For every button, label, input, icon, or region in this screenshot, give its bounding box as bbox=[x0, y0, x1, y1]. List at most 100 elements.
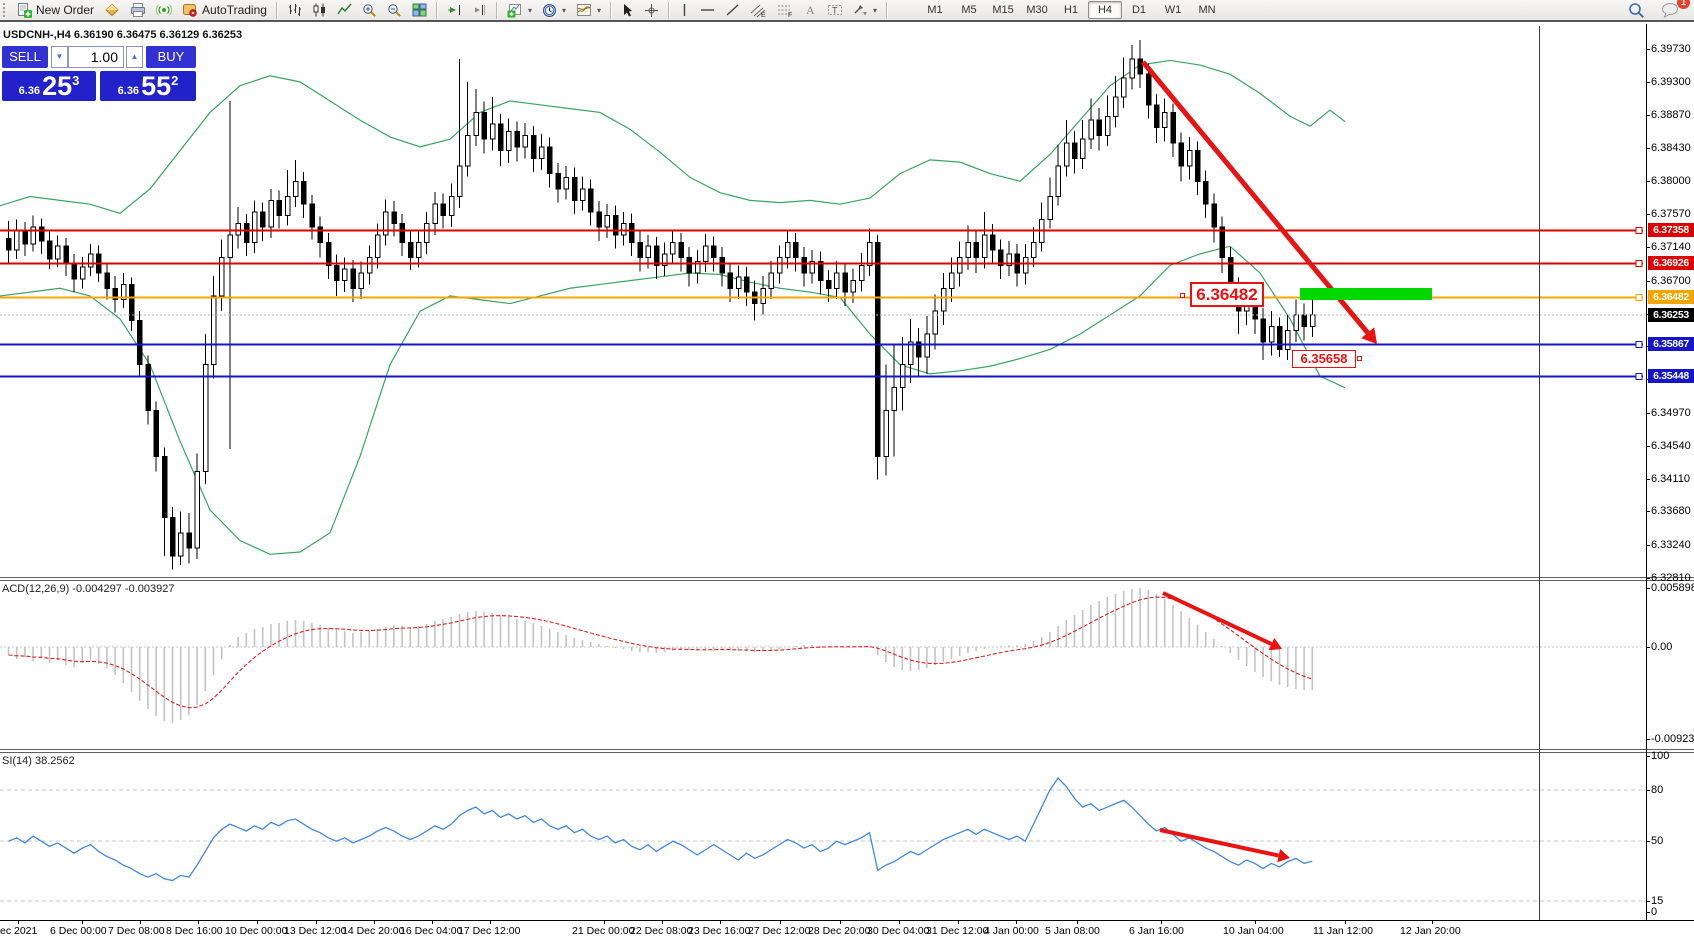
candle-body bbox=[703, 245, 709, 263]
candle-body bbox=[776, 257, 783, 274]
lot-size-input[interactable] bbox=[68, 46, 124, 68]
horizontal-line-tool-button[interactable] bbox=[695, 0, 720, 21]
print-button[interactable] bbox=[125, 0, 151, 21]
rsi-tick-label: 15 bbox=[1651, 895, 1664, 907]
macd-panel-separator[interactable] bbox=[0, 577, 1694, 578]
candle-body bbox=[1211, 203, 1217, 228]
price-tick-label: 6.36700 bbox=[1651, 274, 1691, 287]
svg-text:F: F bbox=[788, 12, 792, 18]
timeframe-mn[interactable]: MN bbox=[1198, 4, 1216, 16]
timeframe-m1[interactable]: M1 bbox=[927, 4, 943, 16]
sell-button[interactable]: SELL bbox=[2, 46, 48, 68]
rsi-tick-label: 0 bbox=[1651, 906, 1658, 918]
line-chart-button[interactable] bbox=[332, 0, 357, 21]
signal-button[interactable] bbox=[151, 0, 177, 21]
timeframe-m30[interactable]: M30 bbox=[1026, 4, 1048, 16]
autotrading-button[interactable]: AutoTrading bbox=[177, 0, 272, 21]
candle-body bbox=[71, 263, 78, 280]
search-button[interactable] bbox=[1623, 0, 1650, 21]
svg-text:T: T bbox=[832, 6, 838, 16]
main-price-chart[interactable] bbox=[0, 24, 1646, 577]
notifications-button[interactable]: 1 bbox=[1656, 0, 1690, 21]
templates-button[interactable]: ▾ bbox=[571, 0, 606, 21]
fibonacci-tool-button[interactable]: F bbox=[772, 0, 799, 21]
arrows-tool-button[interactable]: ▾ bbox=[848, 0, 882, 21]
trendline-tool-button[interactable] bbox=[720, 0, 745, 21]
lot-increase-button[interactable]: ▲ bbox=[126, 46, 143, 68]
trend-arrow[interactable] bbox=[1141, 60, 1370, 335]
price-tick-mark bbox=[1646, 214, 1650, 216]
trend-arrow[interactable] bbox=[1159, 828, 1280, 858]
timeframe-m5[interactable]: M5 bbox=[961, 4, 977, 16]
lot-decrease-button[interactable]: ▼ bbox=[51, 46, 68, 68]
candle-body bbox=[14, 230, 20, 251]
tile-windows-button[interactable] bbox=[407, 0, 432, 21]
time-tick-mark bbox=[316, 920, 317, 924]
price-annotation-6.35658[interactable]: 6.35658 bbox=[1292, 350, 1356, 368]
macd-tick-label: 0.005898 bbox=[1651, 582, 1694, 595]
text-tool-button[interactable]: A bbox=[799, 0, 822, 21]
gold-ingot-button[interactable] bbox=[99, 0, 125, 21]
candle-body bbox=[481, 111, 488, 140]
candle-body bbox=[243, 222, 250, 243]
macd-indicator-panel[interactable] bbox=[0, 582, 1646, 749]
candle-body bbox=[883, 410, 889, 457]
bar-chart-button[interactable] bbox=[282, 0, 307, 21]
candle-body bbox=[1268, 325, 1275, 343]
zoom-in-button[interactable] bbox=[357, 0, 382, 21]
auto-scroll-button[interactable] bbox=[442, 0, 467, 21]
rsi-panel-separator[interactable] bbox=[0, 749, 1694, 750]
price-tick-mark bbox=[1646, 545, 1650, 547]
buy-price-main: 55 bbox=[141, 71, 172, 101]
candlestick-chart-button[interactable] bbox=[307, 0, 332, 21]
trend-arrow[interactable] bbox=[1162, 591, 1273, 646]
vertical-line-object[interactable] bbox=[1539, 26, 1540, 920]
buy-button[interactable]: BUY bbox=[146, 46, 196, 68]
price-annotation-6.36482[interactable]: 6.36482 bbox=[1190, 282, 1264, 307]
candle-body bbox=[1055, 165, 1062, 198]
timeframe-d1[interactable]: D1 bbox=[1131, 4, 1147, 16]
clock-icon bbox=[542, 3, 557, 18]
candle-body bbox=[309, 203, 315, 228]
candle-body bbox=[1219, 226, 1226, 259]
time-tick-mark bbox=[840, 920, 841, 924]
zoom-out-button[interactable] bbox=[382, 0, 407, 21]
timeframe-h4[interactable]: H4 bbox=[1088, 1, 1123, 19]
timeframe-m15[interactable]: M15 bbox=[992, 4, 1014, 16]
candle-body bbox=[744, 276, 750, 293]
candle-body bbox=[801, 257, 807, 274]
vertical-line-tool-button[interactable] bbox=[674, 0, 695, 21]
candle-body bbox=[235, 222, 242, 236]
candle-body bbox=[670, 241, 676, 255]
line-anchor-square bbox=[1635, 226, 1643, 234]
candle-body bbox=[916, 341, 922, 358]
rsi-indicator-panel[interactable] bbox=[0, 754, 1646, 920]
candle-body bbox=[432, 203, 438, 224]
text-label-tool-button[interactable]: T bbox=[822, 0, 848, 21]
candle-body bbox=[1113, 96, 1119, 117]
candle-body bbox=[498, 123, 504, 152]
cursor-tool-button[interactable] bbox=[616, 0, 639, 21]
timeframe-h1[interactable]: H1 bbox=[1063, 4, 1079, 16]
toolbar-drag-handle[interactable] bbox=[3, 3, 9, 17]
periods-button[interactable]: ▾ bbox=[537, 0, 571, 21]
candle-body bbox=[760, 287, 766, 305]
chart-shift-button[interactable] bbox=[467, 0, 492, 21]
crosshair-tool-button[interactable] bbox=[639, 0, 664, 21]
candle-body bbox=[186, 532, 192, 549]
buy-price-display[interactable]: 6.36 55 2 bbox=[100, 71, 196, 101]
candle-body bbox=[981, 234, 988, 259]
time-axis-label: 16 Dec 04:00 bbox=[400, 925, 463, 937]
buy-price-prefix: 6.36 bbox=[117, 85, 140, 97]
new-order-button[interactable]: New Order bbox=[12, 0, 99, 21]
time-axis-label: 7 Dec 08:00 bbox=[108, 925, 165, 937]
candle-body bbox=[202, 364, 209, 473]
channel-tool-button[interactable]: E bbox=[745, 0, 772, 21]
sell-price-display[interactable]: 6.36 25 3 bbox=[2, 71, 96, 101]
candle-body bbox=[383, 211, 389, 236]
timeframe-w1[interactable]: W1 bbox=[1164, 4, 1182, 16]
time-tick-mark bbox=[720, 920, 721, 924]
indicators-button[interactable]: ▾ bbox=[502, 0, 537, 21]
green-highlight-bar[interactable] bbox=[1300, 288, 1432, 300]
